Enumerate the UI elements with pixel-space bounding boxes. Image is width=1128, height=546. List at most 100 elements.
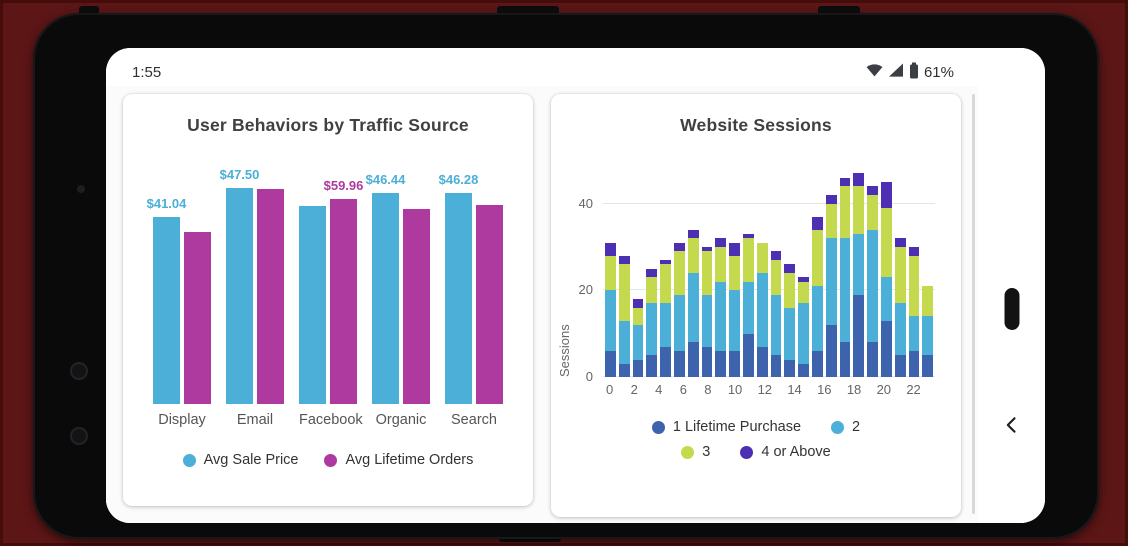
stacked-bar-hour-11[interactable] <box>756 242 768 377</box>
x-axis-ticks: 0 2 4 6 8 10 12 14 16 18 20 22 <box>605 382 933 397</box>
bar-segment <box>618 255 630 265</box>
stacked-bar-hour-8[interactable] <box>715 238 727 377</box>
bar-segment <box>784 307 796 360</box>
stacked-bar-hour-23[interactable] <box>922 286 934 377</box>
stacked-bar-hour-15[interactable] <box>811 216 823 377</box>
stacked-bar-hour-12[interactable] <box>770 251 782 377</box>
avg-lifetime-orders-bar[interactable] <box>184 231 211 404</box>
bar-segment <box>742 238 754 282</box>
avg-lifetime-orders-bar[interactable] <box>330 199 357 404</box>
category-label: Email <box>236 412 274 428</box>
stacked-bar-hour-2[interactable] <box>632 299 644 377</box>
stacked-bar-hour-17[interactable] <box>839 177 851 377</box>
avg-lifetime-orders-bar[interactable] <box>476 205 503 404</box>
bar-segment <box>880 182 892 209</box>
stacked-bar-hour-5[interactable] <box>673 242 685 377</box>
stacked-bar-hour-7[interactable] <box>701 247 713 377</box>
bar-segment <box>784 359 796 377</box>
bar-segment <box>715 238 727 248</box>
x-tick-label <box>775 382 784 397</box>
x-tick-label: 4 <box>655 382 663 397</box>
avg-sale-price-bar[interactable] <box>299 206 326 404</box>
stacked-bar-hour-16[interactable] <box>825 194 837 377</box>
x-tick-label: 18 <box>846 382 862 397</box>
x-tick-label: 14 <box>787 382 802 397</box>
stacked-bar-hour-1[interactable] <box>618 255 630 377</box>
bar-segment <box>701 251 713 295</box>
legend-item[interactable]: Avg Sale Price <box>182 452 298 468</box>
category-axis: Display Email Facebook Organic Search <box>153 412 503 428</box>
stacked-bar-hour-14[interactable] <box>798 277 809 377</box>
stacked-bar-hour-6[interactable] <box>687 229 699 377</box>
stacked-bar-hour-13[interactable] <box>784 264 796 377</box>
avg-sale-price-bar[interactable] <box>445 193 472 404</box>
battery-icon <box>909 62 919 83</box>
card-title: User Behaviors by Traffic Source <box>187 115 469 135</box>
bar-group: $41.04 <box>147 174 211 404</box>
bar-segment <box>908 255 920 317</box>
scrollbar[interactable] <box>972 94 975 514</box>
legend-item[interactable]: 3 <box>681 444 710 460</box>
legend-item[interactable]: 4 or Above <box>740 444 831 460</box>
bar-segment <box>894 303 906 356</box>
legend-item[interactable]: 2 <box>831 419 860 435</box>
bar-segment <box>825 194 837 204</box>
x-tick-label <box>864 382 873 397</box>
stacked-bar-hour-4[interactable] <box>660 260 671 377</box>
stacked-bar-hour-22[interactable] <box>908 246 920 377</box>
card-title: Website Sessions <box>680 115 832 135</box>
legend-item[interactable]: 1 Lifetime Purchase <box>651 419 801 435</box>
stacked-bar-hour-21[interactable] <box>894 238 906 377</box>
legend-dot <box>831 420 845 434</box>
avg-lifetime-orders-bar[interactable] <box>403 208 430 404</box>
stacked-bar-hour-20[interactable] <box>880 182 892 377</box>
bar-group: $59.96 <box>299 174 363 404</box>
stacked-bar-hour-0[interactable] <box>605 242 616 377</box>
bar-segment <box>770 259 782 295</box>
stacked-bar-hour-9[interactable] <box>729 242 740 377</box>
avg-lifetime-orders-bar[interactable] <box>257 188 284 404</box>
bar-segment <box>687 273 699 343</box>
bar-value-label: $41.04 <box>146 196 187 212</box>
bar-segment <box>811 229 823 286</box>
x-tick-label: 22 <box>906 382 921 397</box>
home-pill-button[interactable] <box>1004 288 1019 330</box>
category-label: Display <box>158 412 206 428</box>
bar-segment <box>660 303 671 347</box>
bar-segment <box>756 273 768 347</box>
x-tick-label: 2 <box>630 382 638 397</box>
avg-sale-price-bar[interactable] <box>372 192 399 404</box>
bar-segment <box>701 294 713 347</box>
bar-segment <box>646 277 658 304</box>
bar-segment <box>646 355 658 377</box>
x-tick-label: 10 <box>727 382 743 397</box>
legend-item[interactable]: Avg Lifetime Orders <box>324 452 473 468</box>
bar-segment <box>646 303 658 356</box>
stacked-bar-hour-19[interactable] <box>867 186 878 377</box>
x-tick-label <box>894 382 903 397</box>
bar-segment <box>853 186 865 235</box>
bar-segment <box>729 242 740 256</box>
bar-segment <box>825 203 837 239</box>
bar-segment <box>894 238 906 248</box>
stacked-bar-hour-18[interactable] <box>853 173 865 377</box>
avg-sale-price-bar[interactable] <box>226 187 253 404</box>
stacked-bar-hour-10[interactable] <box>742 234 754 377</box>
y-tick-label: 0 <box>585 369 593 384</box>
bar-segment <box>853 173 865 187</box>
status-bar: 1:55 61% <box>106 48 978 86</box>
back-button[interactable] <box>999 414 1025 440</box>
x-tick-label: 8 <box>704 382 712 397</box>
sessions-card: Website Sessions Sessions 0 20 40 0 2 4 6 8 10 1… <box>551 94 961 517</box>
bar-segment <box>867 342 878 377</box>
stacked-bar-chart: Sessions 0 20 40 <box>557 169 935 384</box>
bar-segment <box>811 351 823 377</box>
y-tick-label: 40 <box>578 195 593 211</box>
bar-segment <box>756 346 768 377</box>
bar-group: $46.44 <box>366 172 430 404</box>
stacked-bar-hour-3[interactable] <box>646 268 658 377</box>
avg-sale-price-bar[interactable] <box>153 217 180 404</box>
legend-label: 2 <box>852 419 861 435</box>
bar-segment <box>660 260 671 265</box>
legend-dot <box>651 420 665 434</box>
